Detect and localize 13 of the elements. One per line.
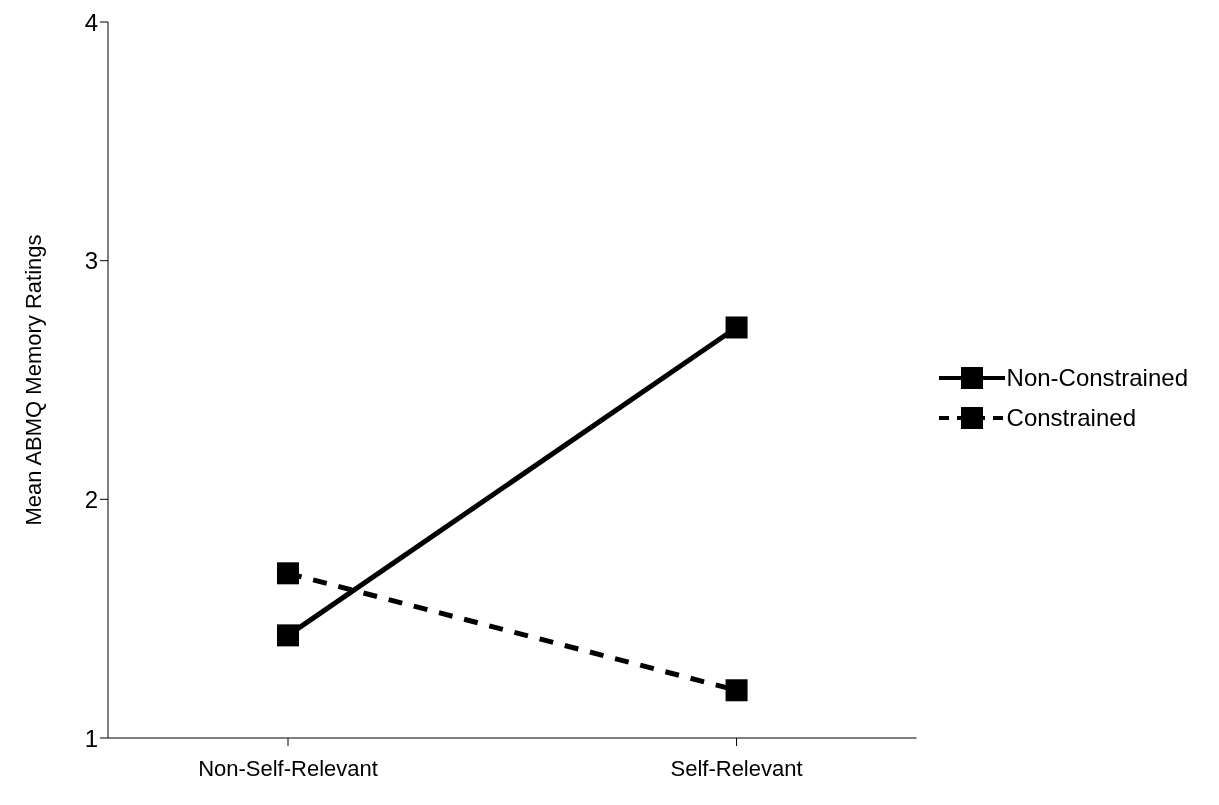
y-axis-title: Mean ABMQ Memory Ratings: [20, 234, 46, 526]
point: [277, 624, 299, 647]
point: [725, 316, 748, 339]
y-tick-label: 2: [84, 485, 98, 513]
legend-label: Constrained: [1006, 404, 1136, 432]
point: [277, 562, 299, 585]
y-tick-label: 3: [84, 247, 98, 275]
legend-label: Non-Constrained: [1006, 364, 1188, 392]
x-tick-label: Self-Relevant: [670, 755, 803, 781]
y-tick-label: 1: [84, 724, 98, 752]
y-tick-label: 4: [84, 8, 98, 36]
point: [725, 679, 748, 702]
x-tick-label: Non-Self-Relevant: [198, 755, 378, 781]
